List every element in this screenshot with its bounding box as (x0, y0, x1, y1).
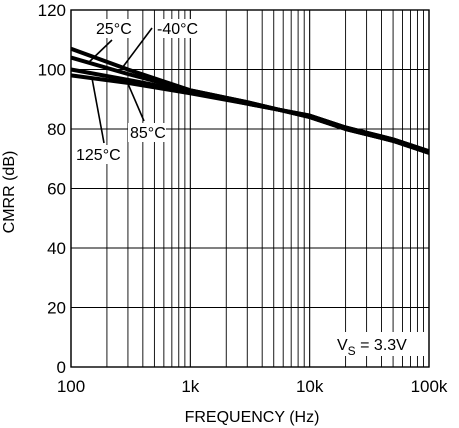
y-axis-label: CMRR (dB) (1, 151, 18, 234)
series-line (70, 73, 430, 154)
annotation-bg (128, 123, 166, 142)
annotation-label: 125°C (76, 147, 121, 164)
annotation-bg (74, 145, 122, 164)
supply-voltage-main: V (337, 337, 348, 354)
plot-frame (70, 9, 430, 368)
annotation-bg (94, 19, 132, 38)
plot-border (70, 9, 430, 368)
x-axis-label: FREQUENCY (Hz) (185, 409, 320, 426)
annotation-leader (125, 79, 145, 122)
y-tick-label: 0 (57, 358, 66, 377)
series-lines (70, 46, 430, 155)
annotation-leader (91, 78, 105, 144)
annotations: 25°C -40°C 85°C 125°C (74, 19, 203, 164)
x-tick-label: 10k (296, 377, 324, 396)
y-tick-label: 40 (47, 239, 66, 258)
annotation-leader (121, 27, 153, 68)
svg-text:VS = 3.3V: VS = 3.3V (337, 337, 407, 358)
tick-labels: 0 20 40 60 80 100 120 100 1k 10k 100k (38, 1, 448, 396)
y-tick-label: 20 (47, 299, 66, 318)
y-tick-label: 100 (38, 61, 66, 80)
x-tick-label: 100 (57, 377, 85, 396)
y-tick-label: 80 (47, 120, 66, 139)
supply-voltage-rest: = 3.3V (356, 337, 407, 354)
supply-voltage-sub: S (348, 344, 356, 358)
annotation-leader (87, 39, 113, 64)
x-tick-label: 1k (181, 377, 199, 396)
annotation-label: 25°C (96, 21, 132, 38)
supply-voltage-label-bg (334, 332, 426, 356)
annotation-label: -40°C (157, 21, 198, 38)
supply-voltage-label: VS = 3.3V (334, 332, 426, 358)
annotation-bg (155, 19, 203, 38)
x-tick-label: 100k (411, 377, 448, 396)
annotation-label: 85°C (130, 125, 166, 142)
y-tick-label: 120 (38, 1, 66, 20)
y-tick-label: 60 (47, 180, 66, 199)
